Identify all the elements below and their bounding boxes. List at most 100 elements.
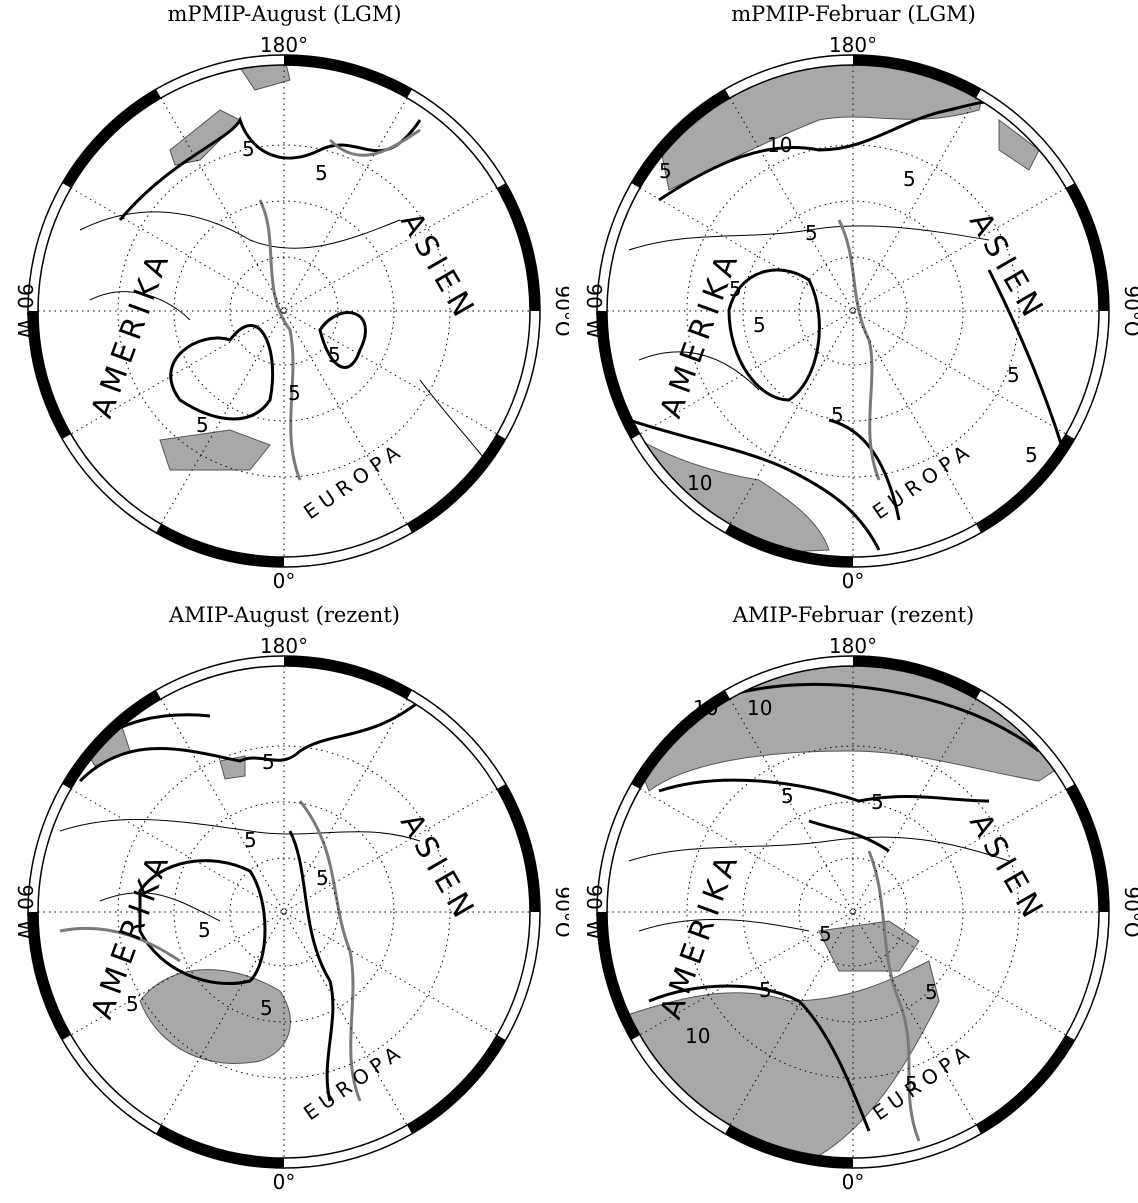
region-label-asia: ASIEN <box>962 808 1052 929</box>
contour-label: 5 <box>805 221 818 245</box>
bottom-longitude-label: 0° <box>273 569 296 593</box>
frame-tick-segment <box>62 89 162 189</box>
latitude-circle <box>686 745 1020 1079</box>
contour-label: 5 <box>905 1072 918 1096</box>
latitude-circle <box>117 745 451 1079</box>
latitude-circle <box>742 200 964 422</box>
latitude-circle <box>173 801 395 1023</box>
map-frame <box>596 54 1110 568</box>
contour-label: 5 <box>659 159 672 183</box>
graticule <box>38 666 530 1158</box>
frame-tick-segment <box>975 1034 1075 1134</box>
contour-label: 5 <box>262 750 275 774</box>
contour-label: 5 <box>198 918 211 942</box>
contour-label: 10 <box>693 696 718 720</box>
contour-line <box>138 859 267 986</box>
contour-label: 5 <box>781 784 794 808</box>
contour-line <box>318 311 367 369</box>
contour-label: 5 <box>871 790 884 814</box>
bottom-longitude-label: 0° <box>842 569 865 593</box>
frame-tick-segment <box>1066 784 1109 913</box>
frame-tick-segment <box>497 183 540 312</box>
shaded-region <box>818 920 920 972</box>
contour-line <box>258 199 302 481</box>
region-label-europe: EUROPA <box>868 437 978 524</box>
shaded-region <box>169 109 241 166</box>
frame-tick-segment <box>725 1125 854 1168</box>
contour-label: 5 <box>819 922 832 946</box>
contour-label: 5 <box>242 137 255 161</box>
bottom-longitude-label: 0° <box>273 1170 296 1194</box>
graticule <box>607 65 1099 557</box>
contour-line <box>288 830 335 1102</box>
latitude-circle <box>686 144 1020 478</box>
contour-label: 5 <box>831 403 844 427</box>
contour-line <box>828 418 901 521</box>
contour-label: 5 <box>1007 363 1020 387</box>
panel-title: AMIP-Februar (rezent) <box>732 603 975 627</box>
frame-tick-segment <box>283 55 412 98</box>
frame-tick-segment <box>62 690 162 790</box>
contour-label: 10 <box>685 1024 710 1048</box>
contour-line <box>99 892 221 922</box>
contour-label: 5 <box>759 978 772 1002</box>
contour-label: 5 <box>903 167 916 191</box>
polar-map: 5 5 5 5 5 5 AMERIKA ASIEN EUROPA 180° 0°… <box>13 634 569 1194</box>
frame-tick-segment <box>975 433 1075 533</box>
latitude-circle <box>798 857 908 967</box>
contour-line <box>118 116 422 221</box>
graticule <box>607 666 1099 1158</box>
latitude-circle <box>229 857 339 967</box>
frame-tick-segment <box>597 911 640 1040</box>
left-longitude-label: 90°W <box>13 884 37 939</box>
contour-line <box>298 800 362 1102</box>
region-label-europe: EUROPA <box>299 437 409 524</box>
frame-tick-segment <box>852 55 981 98</box>
region-label-europe: EUROPA <box>299 1038 409 1125</box>
contour-line <box>808 819 890 853</box>
contour-line <box>59 818 421 842</box>
frame-tick-segment <box>597 310 640 439</box>
top-longitude-label: 180° <box>260 33 308 57</box>
map-panel-3: AMIP-August (rezent) 5 5 5 5 5 5 AMERIKA… <box>0 601 569 1202</box>
shaded-region <box>608 418 830 556</box>
contour-line <box>79 211 401 249</box>
contour-line <box>727 268 821 402</box>
top-longitude-label: 180° <box>829 634 877 658</box>
shaded-region <box>159 429 271 471</box>
map-panel-4: AMIP-Februar (rezent) 10 10 10 5 5 5 5 5… <box>569 601 1138 1202</box>
frame-tick-segment <box>156 1125 285 1168</box>
contour-label: 5 <box>315 161 328 185</box>
top-longitude-label: 180° <box>829 33 877 57</box>
contour-label: 5 <box>328 343 341 367</box>
shaded-region <box>139 969 291 1064</box>
frame-tick-segment <box>631 89 731 189</box>
contour-line <box>89 291 191 321</box>
contour-label: 5 <box>729 277 742 301</box>
right-longitude-label: 90°O <box>551 285 569 336</box>
contour-label: 5 <box>925 980 938 1004</box>
contour-label: 5 <box>316 866 329 890</box>
panel-title: mPMIP-August (LGM) <box>167 2 402 26</box>
frame-tick-segment <box>156 524 285 567</box>
map-content <box>79 65 501 481</box>
latitude-circle <box>742 801 964 1023</box>
contour-label: 10 <box>687 471 712 495</box>
contour-line <box>59 926 181 963</box>
contour-line <box>628 836 1010 862</box>
bottom-longitude-label: 0° <box>842 1170 865 1194</box>
left-longitude-label: 90°W <box>13 283 37 338</box>
contour-line <box>628 418 881 551</box>
polar-map: 10 10 5 5 5 5 5 5 5 5 AMERIKA ASIEN EURO… <box>582 33 1138 593</box>
latitude-circle <box>117 144 451 478</box>
frame-tick-segment <box>283 656 412 699</box>
contour-line <box>658 778 990 803</box>
frame-tick-segment <box>406 1034 506 1134</box>
contour-line <box>638 351 760 391</box>
contour-label: 5 <box>753 313 766 337</box>
contour-line <box>328 128 421 157</box>
region-label-asia: ASIEN <box>393 207 483 328</box>
contour-line <box>837 219 881 481</box>
contour-line <box>78 699 421 783</box>
frame-tick-segment <box>631 690 731 790</box>
